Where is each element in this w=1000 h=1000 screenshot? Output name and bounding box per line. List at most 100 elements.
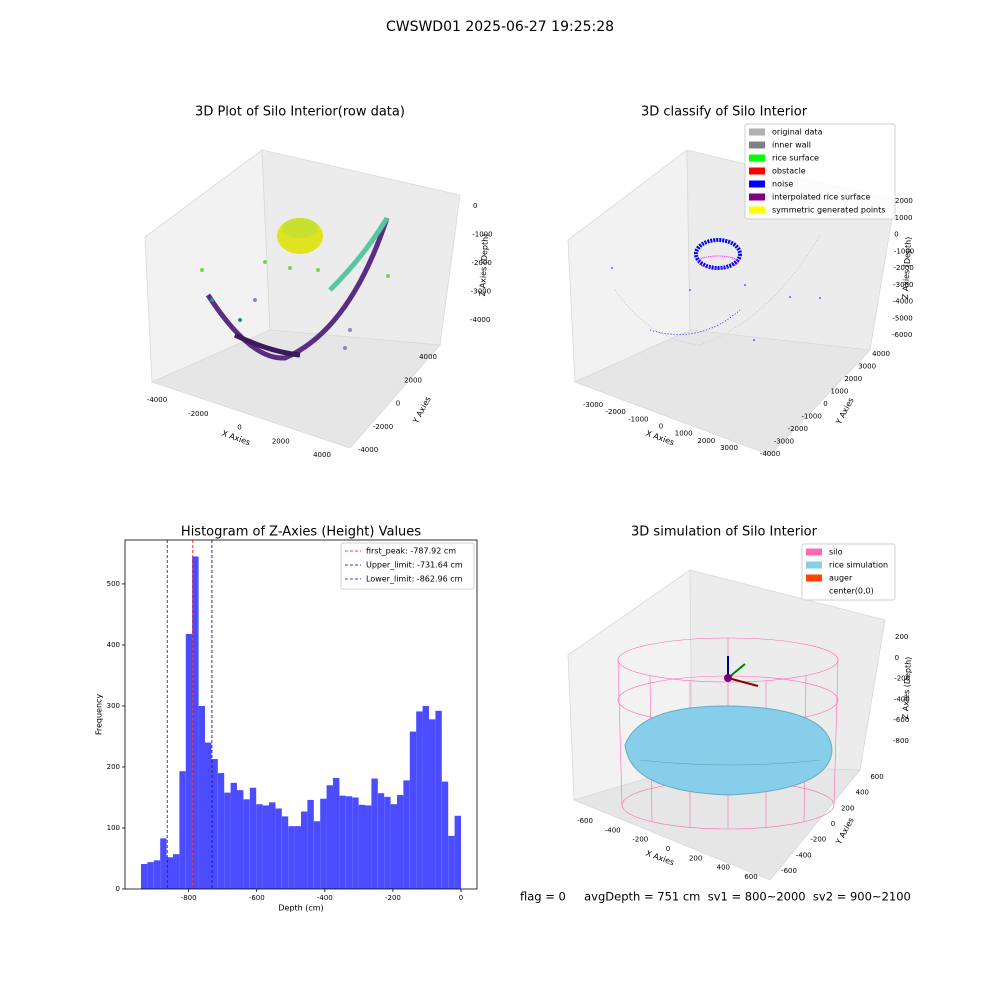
y-tick-label: 500 — [107, 580, 120, 588]
bar — [281, 816, 289, 889]
bar — [333, 777, 340, 889]
x-tick-label: 0 — [666, 845, 670, 853]
z-tick-label: 0 — [895, 654, 899, 662]
x-tick-label: 2000 — [697, 437, 715, 445]
bar — [294, 826, 301, 889]
y-tick-label: 0 — [823, 400, 827, 408]
z-tick-label: -6000 — [892, 331, 912, 339]
y-tick-label: -200 — [810, 836, 826, 844]
bar — [211, 759, 218, 889]
bar — [352, 797, 359, 889]
bar — [307, 799, 314, 889]
bar — [185, 633, 193, 889]
bar — [371, 778, 378, 889]
x-tick-label: -1000 — [628, 415, 648, 423]
bar — [429, 719, 436, 889]
y-tick-label: 2000 — [844, 375, 862, 383]
bar — [397, 795, 404, 889]
z-axis-label: Z Axies (Depth) — [901, 656, 913, 719]
x-tick-label: -4000 — [147, 396, 167, 404]
legend-label: Upper_limit: -731.64 cm — [366, 561, 463, 570]
bar — [166, 857, 173, 889]
bar — [365, 805, 372, 889]
legend-swatch — [749, 154, 765, 162]
bar — [377, 793, 385, 889]
z-tick-label: -4000 — [893, 298, 913, 306]
x-tick-label: -200 — [632, 836, 648, 844]
axes-title: Histogram of Z-Axies (Height) Values — [181, 525, 421, 540]
bar — [435, 710, 442, 889]
legend-label: interpolated rice surface — [772, 193, 870, 202]
z-tick-label: -600 — [893, 716, 909, 724]
bar — [198, 705, 205, 889]
bar — [153, 860, 161, 889]
x-tick-label: -2000 — [188, 410, 208, 418]
legend-label: Lower_limit: -862.96 cm — [366, 575, 463, 584]
x-tick-label: -3000 — [583, 401, 603, 409]
x-tick-label: 600 — [744, 873, 757, 881]
legend-label: rice surface — [772, 154, 819, 163]
legend-label: original data — [772, 128, 823, 137]
y-axis-label: Frequency — [95, 694, 104, 736]
bar — [192, 556, 199, 889]
y-tick-label: 200 — [107, 763, 120, 771]
bar — [217, 773, 225, 889]
y-tick-label: 600 — [870, 773, 883, 781]
point-cloud — [200, 216, 390, 361]
z-tick-label: 2000 — [895, 197, 913, 205]
legend-label: first_peak: -787.92 cm — [366, 547, 456, 556]
bar — [237, 790, 244, 889]
bar — [320, 798, 327, 889]
x-tick-label: 3000 — [720, 444, 738, 452]
bar — [326, 785, 333, 889]
legend-swatch — [749, 141, 765, 149]
legend-box — [744, 123, 896, 220]
legend-label: auger — [829, 574, 853, 583]
axes-title: 3D classify of Silo Interior — [641, 105, 808, 120]
z-tick-label: 0 — [894, 231, 898, 239]
y-tick-label: 400 — [107, 641, 120, 649]
z-tick-label: 0 — [473, 202, 477, 210]
z-tick-label: 200 — [895, 633, 908, 641]
bar — [275, 808, 282, 889]
legend-label: center(0,0) — [829, 587, 874, 596]
x-tick-label: 1000 — [675, 430, 693, 438]
y-tick-label: 4000 — [872, 350, 890, 358]
y-tick-label: 400 — [856, 789, 869, 797]
z-tick-label: -3000 — [471, 288, 491, 296]
x-tick-label: -400 — [605, 826, 621, 834]
axes-box — [144, 149, 461, 449]
x-tick-label: 0 — [459, 894, 463, 902]
legend-box — [340, 542, 475, 590]
x-tick-label: -2000 — [605, 408, 625, 416]
x-tick-label: -200 — [385, 894, 401, 902]
y-tick-label: -3000 — [774, 438, 794, 446]
legend-swatch — [806, 574, 822, 582]
legend-label: rice simulation — [829, 561, 888, 570]
y-tick-label: -2000 — [788, 425, 808, 433]
bar — [256, 804, 263, 889]
y-tick-label: -600 — [781, 867, 797, 875]
bar — [448, 835, 455, 889]
bar — [390, 804, 397, 889]
y-tick-label: -1000 — [801, 413, 821, 421]
y-tick-label: 3000 — [858, 363, 876, 371]
y-tick-label: 0 — [831, 820, 835, 828]
bar — [416, 711, 423, 889]
x-tick-label: -800 — [181, 894, 197, 902]
axes-title: 3D Plot of Silo Interior(row data) — [195, 105, 405, 120]
x-axis-label: Depth (cm) — [278, 904, 323, 913]
bar — [262, 805, 269, 889]
bar — [301, 811, 308, 889]
legend-swatch — [806, 548, 822, 556]
legend-swatch — [749, 167, 765, 175]
y-tick-label: 4000 — [419, 353, 437, 361]
bar — [345, 796, 353, 889]
bar — [179, 771, 186, 889]
x-tick-label: 400 — [717, 864, 730, 872]
point-cloud — [611, 234, 821, 346]
y-tick-label: 1000 — [830, 388, 848, 396]
z-tick-label: -4000 — [470, 316, 490, 324]
legend-label: obstacle — [772, 167, 806, 176]
